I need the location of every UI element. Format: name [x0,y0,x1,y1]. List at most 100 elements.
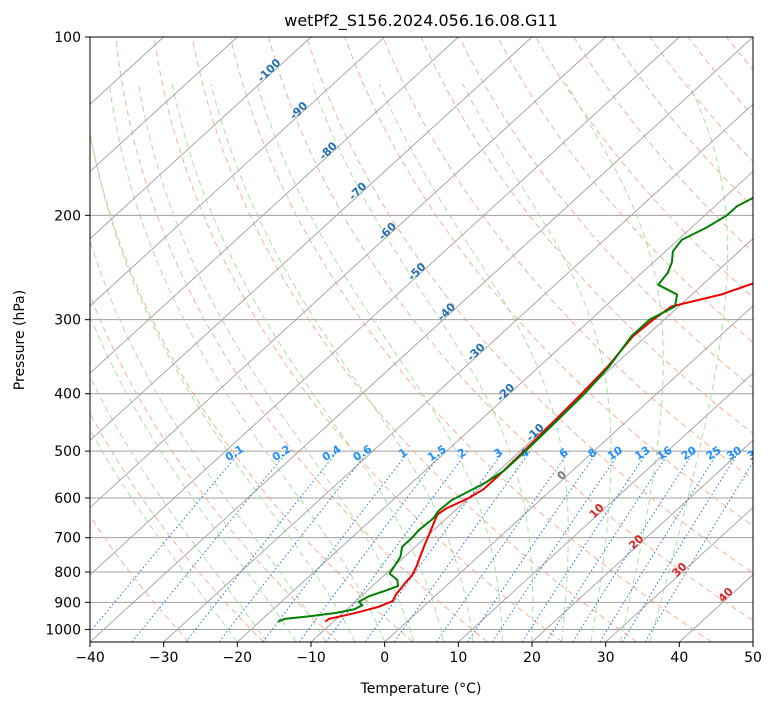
y-axis: 1000 900 800 700 600 500 400 300 200 100 [45,30,90,638]
mixing-ratio-line [90,450,242,633]
dry-adiabat-line [90,412,264,642]
dry-adiabat-line [115,37,488,642]
isotherm-line [605,506,753,642]
x-tick-label: −10 [296,650,326,666]
isotherms [90,37,753,642]
isotherm-line [237,170,753,642]
x-tick-label: −30 [149,650,179,666]
x-tick-label: −20 [223,650,253,666]
isotherm-line [458,372,753,642]
mixing-ratio-label: 0.4 [320,442,344,464]
mixing-ratio-label: 1 [396,446,410,461]
moist-adiabat-line [210,83,474,642]
isotherm-line [310,238,753,642]
mixing-ratio-label: 3 [491,446,505,461]
dry-adiabat-label: 20 [626,532,646,552]
isotherm-line [531,439,753,642]
moist-adiabat-line [90,314,297,642]
mixing-ratio-label: 25 [704,444,724,463]
dry-adiabat-label: -100 [255,56,284,85]
mixing-ratio-line [599,450,720,642]
dry-adiabat-line [153,37,563,642]
dry-adiabat-line [90,131,414,642]
dry-adiabat-label: -50 [405,260,428,283]
mixing-ratio-label: 1.5 [425,443,448,465]
mixing-ratio-label: 36 [745,443,765,462]
dry-adiabat-line [344,37,753,527]
moist-adiabat-line [256,83,503,642]
dry-adiabat-line [535,37,753,298]
mixing-ratio-line [621,450,740,642]
dry-adiabat-line [382,37,753,481]
y-tick-label: 900 [54,595,81,611]
mixing-ratio-label: 6 [557,446,571,461]
mixing-ratio-line [218,450,369,642]
moist-adiabat-line [378,83,569,642]
mixing-ratio-line [545,450,671,642]
mixing-ratio-line [572,450,695,642]
dry-adiabat-label: -80 [317,139,340,162]
y-tick-label: 100 [54,30,81,46]
isotherm-line [90,37,238,173]
isotherm-line [90,37,385,307]
mixing-ratio-line [521,450,649,642]
x-tick-label: 0 [380,650,389,666]
y-tick-label: 300 [54,313,81,329]
plot-frame [89,36,754,643]
dry-adiabat-label: -60 [376,220,399,243]
mixing-ratio-line [262,450,410,642]
dry-adiabat-label: -90 [287,99,310,122]
moist-adiabat-line [90,239,327,642]
isotherm-line [752,641,753,642]
moist-adiabat-line [171,83,445,642]
moist-adiabat-line [90,428,238,642]
series-lines [277,196,753,623]
dry-adiabat-line [90,515,190,642]
x-tick-label: 10 [449,650,467,666]
x-tick-label: 50 [744,650,762,666]
dry-adiabat-label: -30 [464,340,487,363]
x-tick-label: −40 [75,650,105,666]
moist-adiabat-line [138,83,415,642]
dry-adiabat-label: 10 [587,501,607,521]
dry-adiabat-line [687,37,753,117]
isotherm-line [90,37,753,642]
dry-adiabat-line [611,37,753,208]
mixing-ratio-line [325,450,468,642]
isotherm-line [163,103,753,642]
mixing-ratio-label: 20 [679,443,699,462]
mixing-ratio-line [393,450,531,642]
moist-adiabat-line [649,83,728,642]
mixing-ratio-line [435,450,570,642]
y-tick-label: 600 [54,491,81,507]
y-tick-label: 400 [54,387,81,403]
isotherm-line [90,37,606,509]
mixing-ratio-label: 0.6 [351,442,375,464]
mixing-ratio-label: 13 [632,444,652,463]
isotherm-line [90,37,533,441]
mixing-ratio-line [131,450,288,642]
mixing-ratio-label: 2 [455,446,469,461]
dry-adiabat-line [306,37,753,574]
dry-adiabat-line [191,37,638,642]
dry-adiabat-line [649,37,753,163]
dry-adiabat-label: -70 [346,179,369,202]
dry-adiabat-line [765,37,775,642]
dry-adiabat-line [268,37,753,622]
moist-adiabat-line [311,83,534,642]
isobar-grid [90,37,753,630]
moist-adiabat-line [565,83,664,642]
temperature-line [324,282,753,623]
isotherm-line [90,37,312,240]
x-tick-label: 20 [523,650,541,666]
dewpoint-line [277,196,753,623]
mixing-ratio-label: 0.2 [270,443,293,465]
moist-adiabat-line [462,83,612,642]
x-axis: −40 −30 −20 −10 0 10 20 30 40 50 [75,642,762,666]
mixing-ratio-line [491,450,621,642]
y-tick-label: 500 [54,444,81,460]
x-tick-label: 30 [597,650,615,666]
mixing-ratio-lines [90,450,753,642]
dry-adiabat-label: 30 [669,560,689,580]
